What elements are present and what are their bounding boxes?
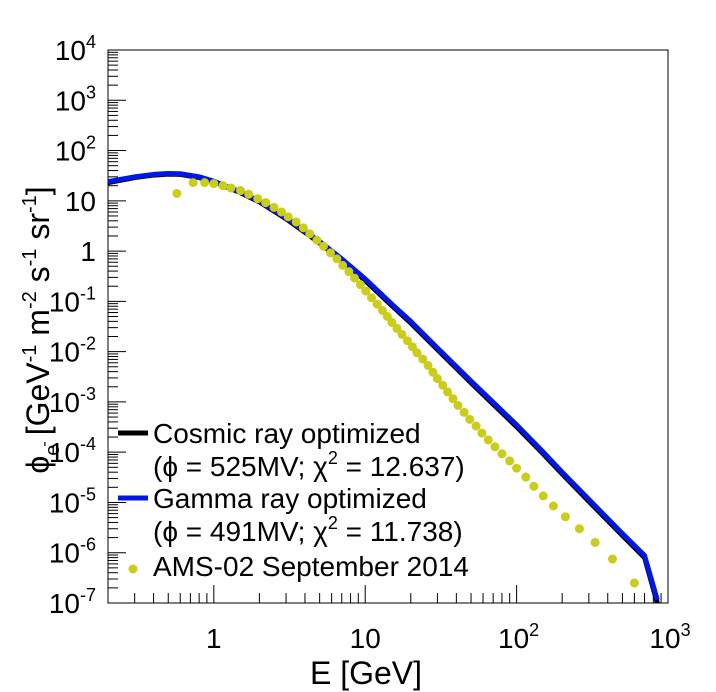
data-point [338,260,348,270]
data-point [298,223,308,233]
data-point [366,293,376,303]
data-point [438,380,448,390]
y-tick-label: 10-7 [49,585,96,619]
data-point [277,207,287,217]
data-point [397,329,407,339]
data-point [490,442,500,452]
data-point [505,456,515,466]
x-tick-label: 1 [206,623,222,654]
data-point [548,501,558,511]
x-tick-label: 102 [498,620,539,654]
plot-border [107,49,669,604]
legend-swatch-ams [128,564,138,574]
data-point [200,178,210,188]
data-point [244,189,254,199]
y-tick-label: 104 [55,32,96,66]
data-point [629,578,639,588]
y-tick-label: 10-1 [49,283,96,317]
legend-sublabel-gamma: (ϕ = 491MV; χ2 = 11.738) [153,513,463,547]
axis-ticks [107,49,669,604]
data-point [261,198,271,208]
data-point [521,472,531,482]
data-point [312,235,322,245]
data-point [377,305,387,315]
y-tick-label: 1 [80,236,96,267]
data-point [560,512,570,522]
data-point [402,336,412,346]
data-point [392,323,402,333]
data-point [590,537,600,547]
data-point [188,178,198,188]
data-point [465,414,475,424]
data-point [226,183,236,193]
y-tick-label: 10-3 [49,384,96,418]
y-axis-title: ϕe-[GeV-1 m-2 s-1 sr-1] [19,186,64,473]
x-axis-title: E [GeV] [310,655,422,691]
data-point [418,354,428,364]
data-point [172,188,182,198]
data-point [483,435,493,445]
legend: Cosmic ray optimized (ϕ = 525MV; χ2 = 12… [118,418,469,582]
data-point [387,317,397,327]
data-point [574,524,584,534]
data-point [471,421,481,431]
data-point [350,273,360,283]
legend-label-gamma: Gamma ray optimized [153,483,427,514]
data-point [361,286,371,296]
data-point [318,241,328,251]
data-point [332,254,342,264]
data-point [428,367,438,377]
y-tick-label: 102 [55,133,96,167]
data-point [497,449,507,459]
data-point [372,299,382,309]
data-point [209,179,219,189]
legend-label-ams: AMS-02 September 2014 [153,551,469,582]
data-point [453,400,463,410]
data-point [283,212,293,222]
data-point [432,374,442,384]
data-point [459,407,469,417]
data-point [253,194,263,204]
legend-label-cosmic: Cosmic ray optimized [153,418,421,449]
data-point [412,348,422,358]
series-line-gamma [108,170,660,601]
y-tick-label: 10-4 [49,434,96,468]
data-point [423,361,433,370]
data-point [218,181,228,191]
data-point [344,267,354,277]
legend-sublabel-cosmic: (ϕ = 525MV; χ2 = 12.637) [153,448,465,482]
data-point [529,481,539,491]
data-point [269,202,279,212]
data-point [443,387,453,397]
plot-frame [107,49,669,604]
y-tick-label: 10 [65,186,96,217]
plot-area [108,170,660,603]
y-tick-label: 10-6 [49,535,96,569]
data-point [477,428,487,438]
data-point [305,229,315,239]
data-point [512,463,522,473]
data-point [355,280,365,290]
data-point [448,394,458,404]
y-tick-label: 10-2 [49,334,96,368]
x-tick-label: 103 [649,620,690,654]
x-tick-label: 10 [350,623,381,654]
data-point [291,217,301,227]
tick-labels: 1 10 102 103 10-7 10-6 10-5 10-4 10-3 10-2 10-1 1 10… [49,32,691,654]
y-tick-label: 10-5 [49,484,96,518]
data-point [608,554,618,564]
data-point [235,186,245,196]
data-point [326,248,336,258]
data-point [538,491,548,501]
y-tick-label: 103 [55,82,96,116]
